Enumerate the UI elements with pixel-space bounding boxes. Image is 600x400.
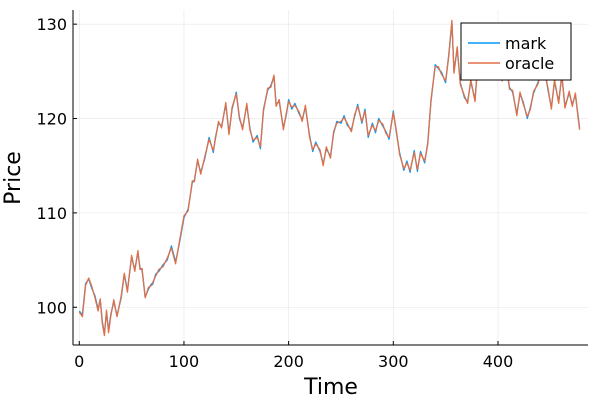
y-tick-label: 100: [36, 298, 67, 317]
y-tick-label: 120: [36, 110, 67, 129]
y-tick-label: 130: [36, 15, 67, 34]
grid: [73, 10, 588, 345]
x-ticks: 0 100 200 300 400: [74, 341, 513, 371]
x-tick-label: 200: [273, 352, 304, 371]
x-tick-label: 100: [169, 352, 200, 371]
y-tick-label: 110: [36, 204, 67, 223]
x-tick-label: 400: [483, 352, 514, 371]
x-axis-title: Time: [303, 375, 358, 400]
legend-label-mark: mark: [505, 34, 547, 53]
y-axis-title: Price: [1, 151, 26, 205]
legend-box: [460, 22, 572, 81]
y-ticks: 100 110 120 130: [36, 15, 77, 317]
legend: mark oracle: [460, 22, 572, 81]
axes: [72, 10, 588, 346]
legend-label-oracle: oracle: [505, 54, 554, 73]
x-tick-label: 0: [74, 352, 84, 371]
x-tick-label: 300: [378, 352, 409, 371]
